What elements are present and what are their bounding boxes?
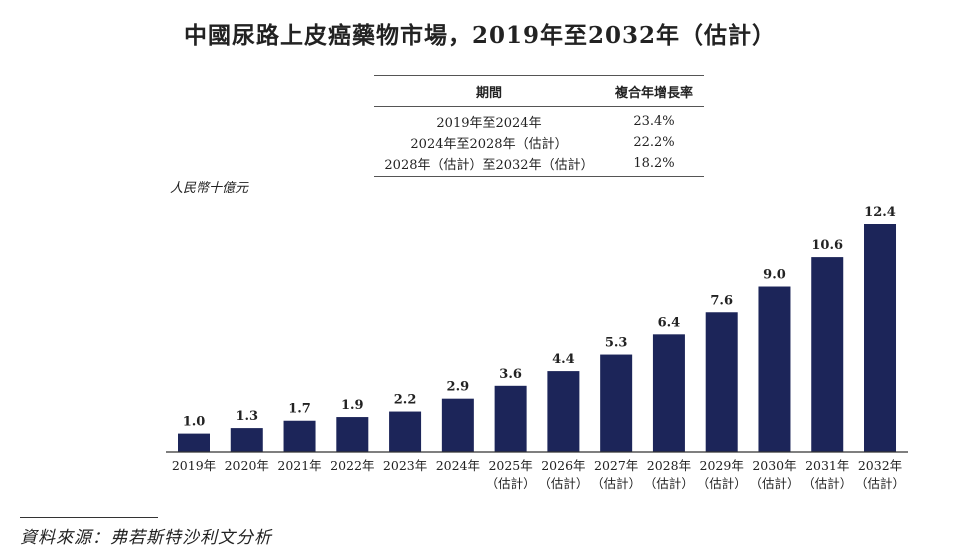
data-label: 10.6 bbox=[811, 238, 843, 253]
chart-title: 中國尿路上皮癌藥物市場，2019年至2032年（估計） bbox=[183, 22, 777, 49]
bar bbox=[336, 417, 369, 452]
header-cagr: 複合年增長率 bbox=[614, 85, 693, 101]
x-tick-label: 2023年 bbox=[383, 458, 427, 473]
data-label: 12.4 bbox=[864, 205, 896, 220]
table-row: 2019年至2024年 23.4% bbox=[374, 111, 704, 132]
data-label: 2.9 bbox=[447, 380, 470, 395]
bar bbox=[705, 312, 738, 452]
bar bbox=[389, 411, 422, 452]
data-label: 2.2 bbox=[394, 393, 417, 408]
x-tick-label: 2030年 bbox=[752, 458, 796, 473]
cagr-cell: 23.4% bbox=[633, 114, 675, 129]
x-tick-label: 2022年 bbox=[330, 458, 374, 473]
data-label: 7.6 bbox=[710, 293, 733, 308]
x-tick-sublabel: （估計） bbox=[802, 476, 852, 491]
y-axis-unit-label: 人民幣十億元 bbox=[170, 181, 249, 196]
bar bbox=[230, 428, 263, 452]
x-tick-sublabel: （估計） bbox=[855, 476, 905, 491]
cagr-cell: 22.2% bbox=[633, 135, 675, 150]
bar bbox=[600, 354, 633, 452]
bar bbox=[652, 334, 685, 452]
bar bbox=[758, 286, 791, 452]
bar bbox=[441, 398, 474, 452]
period-cell: 2019年至2024年 bbox=[436, 116, 542, 131]
period-cell: 2028年（估計）至2032年（估計） bbox=[384, 158, 594, 173]
bar bbox=[494, 385, 527, 452]
data-label: 1.7 bbox=[288, 402, 311, 417]
bar bbox=[283, 420, 316, 452]
cagr-table-header: 期間 複合年增長率 bbox=[374, 76, 704, 107]
source-note: 資料來源：弗若斯特沙利文分析 bbox=[20, 528, 272, 548]
data-label: 1.9 bbox=[341, 398, 364, 413]
data-label: 5.3 bbox=[605, 336, 628, 351]
cagr-table: 期間 複合年增長率 2019年至2024年 23.4% 2024年至2028年（… bbox=[374, 75, 704, 177]
x-tick-label: 2025年 bbox=[488, 458, 532, 473]
source-divider bbox=[20, 517, 158, 518]
table-row: 2024年至2028年（估計） 22.2% bbox=[374, 132, 704, 153]
data-label: 3.6 bbox=[499, 367, 522, 382]
x-tick-label: 2029年 bbox=[700, 458, 744, 473]
x-tick-sublabel: （估計） bbox=[538, 476, 588, 491]
data-label: 9.0 bbox=[763, 268, 786, 283]
bar bbox=[178, 433, 210, 452]
cagr-cell: 18.2% bbox=[633, 156, 675, 171]
x-tick-sublabel: （估計） bbox=[749, 476, 799, 491]
data-label: 6.4 bbox=[658, 315, 681, 330]
x-tick-label: 2032年 bbox=[858, 458, 902, 473]
period-cell: 2024年至2028年（估計） bbox=[410, 137, 568, 152]
x-tick-label: 2031年 bbox=[805, 458, 849, 473]
data-label: 1.0 bbox=[183, 415, 206, 430]
x-tick-sublabel: （估計） bbox=[697, 476, 747, 491]
x-tick-sublabel: （估計） bbox=[644, 476, 694, 491]
data-label: 1.3 bbox=[235, 409, 258, 424]
bar bbox=[547, 371, 580, 452]
x-tick-label: 2020年 bbox=[225, 458, 269, 473]
header-period: 期間 bbox=[475, 85, 502, 101]
x-tick-label: 2028年 bbox=[647, 458, 691, 473]
x-tick-label: 2026年 bbox=[541, 458, 585, 473]
x-tick-label: 2027年 bbox=[594, 458, 638, 473]
table-row: 2028年（估計）至2032年（估計） 18.2% bbox=[374, 153, 704, 174]
x-tick-sublabel: （估計） bbox=[591, 476, 641, 491]
bar bbox=[811, 257, 844, 452]
x-tick-label: 2019年 bbox=[172, 458, 216, 473]
x-tick-sublabel: （估計） bbox=[486, 476, 536, 491]
bar bbox=[864, 224, 897, 452]
x-tick-label: 2024年 bbox=[436, 458, 480, 473]
x-tick-label: 2021年 bbox=[277, 458, 321, 473]
data-label: 4.4 bbox=[552, 352, 575, 367]
